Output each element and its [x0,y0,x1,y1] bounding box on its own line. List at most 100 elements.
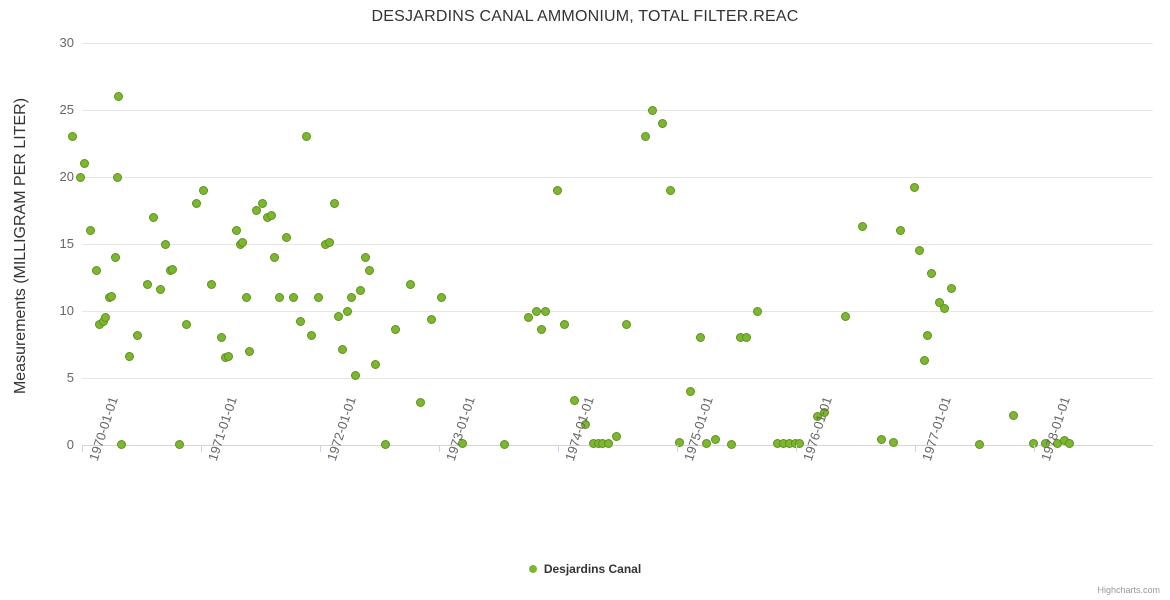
scatter-point[interactable] [910,183,920,193]
scatter-point[interactable] [175,439,185,449]
scatter-point[interactable] [329,199,339,209]
scatter-point[interactable] [923,330,933,340]
scatter-point[interactable] [258,199,268,209]
scatter-point[interactable] [553,185,563,195]
scatter-point[interactable] [876,435,886,445]
scatter-point[interactable] [68,132,77,142]
scatter-point[interactable] [252,206,262,215]
scatter-point[interactable] [282,232,292,242]
scatter-point[interactable] [232,226,242,236]
scatter-point[interactable] [753,306,763,316]
scatter-point[interactable] [238,238,248,248]
scatter-point[interactable] [360,252,370,262]
scatter-point[interactable] [666,185,676,195]
scatter-point[interactable] [405,279,415,289]
scatter-point[interactable] [107,291,117,301]
highcharts-credits[interactable]: Highcharts.com [1097,585,1160,595]
scatter-point[interactable] [182,319,192,329]
scatter-point[interactable] [742,333,752,343]
scatter-point[interactable] [531,306,541,316]
scatter-point[interactable] [125,352,135,362]
scatter-point[interactable] [895,226,905,236]
scatter-point[interactable] [427,314,437,324]
scatter-point[interactable] [167,264,177,274]
scatter-point[interactable] [611,432,621,442]
scatter-point[interactable] [79,159,89,169]
scatter-point[interactable] [1064,439,1074,449]
scatter-point[interactable] [241,293,251,303]
scatter-point[interactable] [160,239,170,249]
scatter-point[interactable] [701,439,711,449]
scatter-point[interactable] [888,437,898,447]
scatter-point[interactable] [133,330,143,340]
scatter-point[interactable] [347,293,357,303]
scatter-point[interactable] [101,313,111,323]
scatter-point[interactable] [207,279,217,289]
scatter-point[interactable] [274,293,284,303]
scatter-point[interactable] [223,352,233,362]
scatter-point[interactable] [337,345,347,355]
scatter-point[interactable] [334,311,344,321]
scatter-point[interactable] [536,325,546,335]
scatter-point[interactable] [351,370,361,380]
scatter-point[interactable] [819,408,829,418]
scatter-point[interactable] [695,333,705,343]
scatter-point[interactable] [110,252,120,262]
scatter-point[interactable] [580,420,590,430]
legend-item-desjardins-canal[interactable]: Desjardins Canal [528,562,641,576]
scatter-point[interactable] [726,439,736,449]
scatter-point[interactable] [1008,411,1018,421]
scatter-point[interactable] [155,285,165,295]
scatter-point[interactable] [458,439,468,449]
scatter-point[interactable] [794,439,804,449]
scatter-point[interactable] [270,252,280,262]
scatter-point[interactable] [648,105,658,115]
scatter-point[interactable] [674,437,684,447]
scatter-point[interactable] [302,132,312,142]
scatter-point[interactable] [436,293,446,303]
scatter-point[interactable] [523,313,533,323]
scatter-point[interactable] [416,397,426,407]
scatter-point[interactable] [85,226,95,236]
scatter-point[interactable] [711,435,721,445]
scatter-point[interactable] [935,298,945,308]
scatter-point[interactable] [91,266,101,276]
scatter-point[interactable] [857,222,867,232]
scatter-point[interactable] [113,172,123,182]
scatter-point[interactable] [76,172,86,182]
scatter-point[interactable] [365,266,375,276]
scatter-point[interactable] [939,303,949,313]
scatter-point[interactable] [191,199,201,209]
scatter-point[interactable] [686,386,696,396]
scatter-point[interactable] [914,246,924,256]
scatter-point[interactable] [841,311,851,321]
scatter-point[interactable] [296,317,306,327]
scatter-point[interactable] [657,118,667,128]
scatter-point[interactable] [216,333,226,343]
scatter-point[interactable] [975,439,985,449]
scatter-point[interactable] [604,439,614,449]
scatter-point[interactable] [569,396,579,406]
scatter-point[interactable] [314,293,324,303]
scatter-point[interactable] [919,356,929,366]
scatter-point[interactable] [380,439,390,449]
scatter-point[interactable] [946,283,956,293]
scatter-point[interactable] [342,306,352,316]
scatter-point[interactable] [355,286,365,296]
scatter-point[interactable] [198,185,208,195]
scatter-point[interactable] [289,293,299,303]
scatter-point[interactable] [245,346,255,356]
scatter-point[interactable] [499,439,509,449]
scatter-point[interactable] [324,238,334,248]
scatter-point[interactable] [266,211,276,221]
scatter-point[interactable] [307,330,317,340]
scatter-point[interactable] [541,306,551,316]
scatter-point[interactable] [926,268,936,278]
scatter-point[interactable] [148,212,158,222]
scatter-point[interactable] [371,360,381,370]
scatter-point[interactable] [116,439,126,449]
scatter-point[interactable] [142,279,152,289]
scatter-point[interactable] [114,92,124,102]
scatter-point[interactable] [812,412,822,422]
scatter-point[interactable] [622,319,632,329]
